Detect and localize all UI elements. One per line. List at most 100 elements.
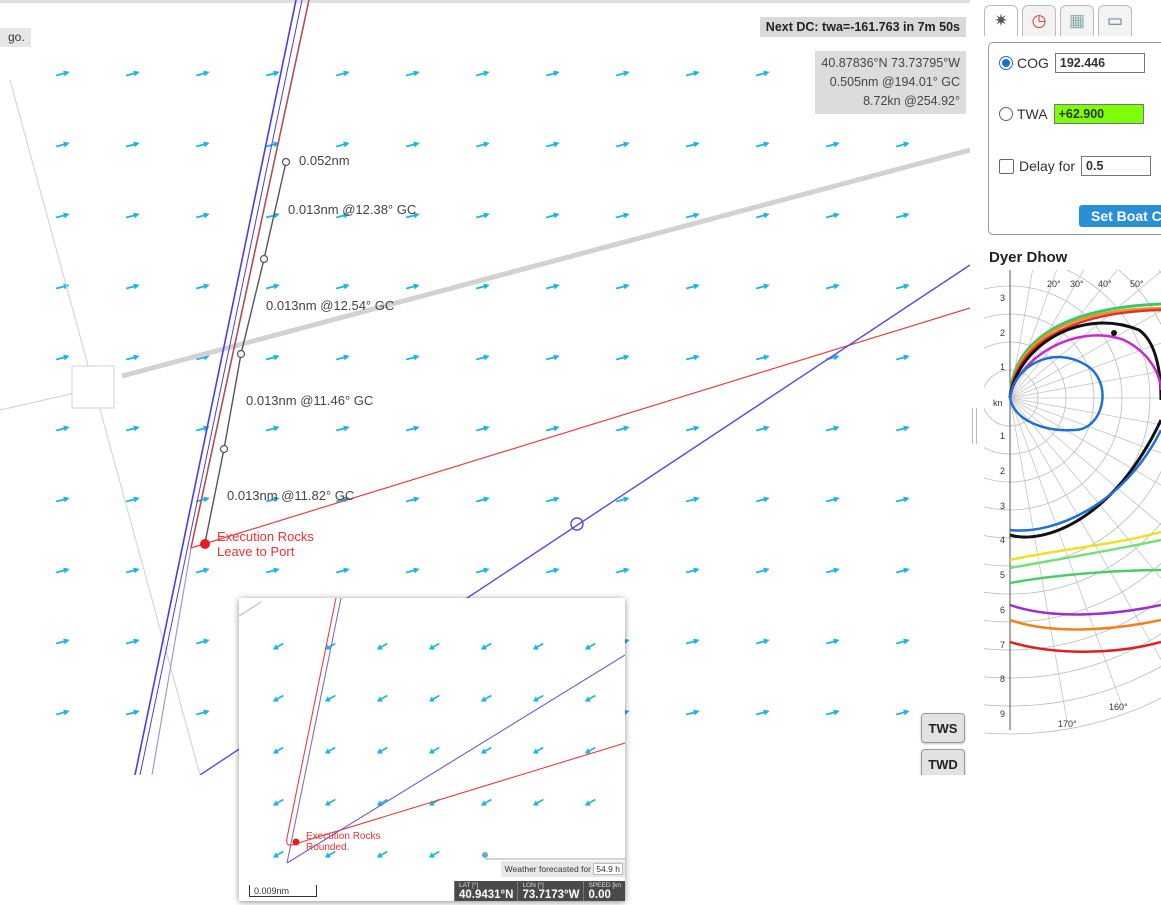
polar-curve — [1009, 429, 1161, 532]
lat-value: 40.9431°N — [458, 889, 514, 901]
wind-arrow — [475, 425, 490, 432]
steering-controls: COG 192.446 TWA +62.900 Delay for 0.5 Se… — [988, 42, 1161, 235]
wind-arrow — [545, 283, 560, 290]
speed-tick: 2 — [1000, 466, 1005, 476]
inset-wind-arrow — [584, 746, 596, 754]
delay-input[interactable]: 0.5 — [1081, 156, 1152, 176]
wind-arrow — [195, 283, 210, 290]
polar-spoke — [1009, 397, 1161, 454]
inset-wind-arrow — [376, 694, 388, 702]
polar-spoke — [1009, 270, 1161, 399]
wind-arrow — [615, 567, 630, 574]
boat-name: Dyer Dhow — [989, 249, 1068, 266]
inset-canvas[interactable] — [239, 598, 625, 901]
wind-arrow — [685, 212, 700, 219]
speed-title: SPEED [kn — [588, 882, 621, 889]
cog-row: COG 192.446 — [999, 53, 1145, 73]
boat-marker — [570, 517, 584, 531]
tab-settings[interactable]: ✷ — [984, 5, 1018, 36]
position-info: 40.87836°N 73.73795°W 0.505nm @194.01° G… — [815, 51, 966, 114]
wind-arrow — [895, 354, 910, 361]
mark-box — [71, 365, 115, 409]
tab-chat[interactable]: ▭ — [1098, 5, 1132, 36]
wind-arrow — [125, 141, 140, 148]
wind-arrow — [895, 567, 910, 574]
inset-route-line-red — [286, 598, 337, 839]
inset-wind-arrow — [532, 798, 544, 806]
gear-icon: ✷ — [993, 11, 1009, 30]
wind-arrow — [265, 425, 280, 432]
wind-arrow — [335, 567, 350, 574]
track-point — [236, 349, 246, 359]
inset-wind-arrow — [428, 850, 440, 858]
position-distance: 0.505nm @194.01° GC — [829, 75, 960, 89]
position-latlon: 40.87836°N 73.73795°W — [821, 56, 960, 70]
inset-wind-arrow — [272, 642, 284, 650]
twa-radio[interactable] — [999, 107, 1013, 121]
lat-title: LAT [°] — [458, 882, 479, 889]
inset-mark-label: Execution Rocks Rounded. — [306, 831, 380, 853]
mark-name: Execution Rocks — [217, 529, 314, 544]
wind-arrow — [685, 70, 700, 77]
speed-tick: 2 — [1000, 328, 1005, 338]
set-boat-course-button[interactable]: Set Boat Co — [1079, 205, 1161, 227]
inset-wind-arrow — [480, 642, 492, 650]
inset-wind-arrow — [376, 798, 388, 806]
inset-wind-arrow — [584, 694, 596, 702]
wind-arrow — [405, 212, 420, 219]
inset-wind-arrow — [428, 746, 440, 754]
weather-value[interactable]: 54.9 h — [593, 863, 623, 875]
tws-button[interactable]: TWS — [921, 713, 965, 743]
chart-icon: ▦ — [1068, 11, 1086, 30]
position-readout: LAT [°] 40.9431°N LON [°] 73.7173°W SPEE… — [453, 881, 625, 901]
wind-arrow — [265, 283, 280, 290]
wind-arrow — [55, 212, 70, 219]
lon-title: LON [°] — [522, 882, 544, 889]
speed-tick: 3 — [1000, 293, 1005, 303]
tab-timing[interactable]: ◷ — [1022, 5, 1056, 36]
wind-arrow — [545, 425, 560, 432]
delay-row: Delay for 0.5 — [999, 156, 1152, 176]
wind-arrow — [685, 709, 700, 716]
twd-button[interactable]: TWD — [921, 749, 965, 775]
zoom-inset-map[interactable]: Execution Rocks Rounded. Weather forecas… — [239, 598, 625, 901]
timeline-knob — [482, 852, 488, 858]
polar-spoke — [1009, 397, 1161, 579]
wind-arrow — [55, 567, 70, 574]
wind-arrow — [755, 70, 770, 77]
inset-wind-arrow — [584, 642, 596, 650]
cog-input[interactable]: 192.446 — [1054, 53, 1145, 73]
polar-curves — [1008, 302, 1161, 653]
wind-arrow — [895, 638, 910, 645]
panel-splitter[interactable] — [972, 408, 977, 444]
inset-wind-arrow — [272, 850, 284, 858]
cog-radio[interactable] — [999, 56, 1013, 70]
polar-grid — [984, 270, 1161, 735]
wind-arrow — [475, 70, 490, 77]
inset-wind-arrow — [324, 746, 336, 754]
wind-arrow — [195, 141, 210, 148]
polar-curve — [1009, 530, 1161, 562]
wind-arrow — [405, 70, 420, 77]
polar-spoke — [1009, 310, 1161, 399]
wind-arrow — [755, 496, 770, 503]
wind-arrow — [685, 425, 700, 432]
speed-tick: 1 — [1000, 362, 1005, 372]
track-label: 0.052nm — [299, 153, 350, 168]
wind-arrow — [615, 141, 630, 148]
polar-current-point — [1111, 330, 1117, 336]
twa-input[interactable]: +62.900 — [1053, 104, 1144, 124]
polar-spoke — [1009, 270, 1058, 399]
tab-ranking[interactable]: ▦ — [1060, 5, 1094, 36]
delay-checkbox[interactable] — [999, 158, 1014, 174]
track-point — [259, 254, 269, 264]
wind-arrow — [685, 567, 700, 574]
inset-wind-arrow — [376, 850, 388, 858]
wind-arrow — [405, 496, 420, 503]
wind-arrow — [195, 709, 210, 716]
polar-spoke — [1009, 397, 1161, 661]
polar-curve — [1009, 419, 1161, 539]
lat-readout: LAT [°] 40.9431°N — [453, 881, 518, 901]
layline-red — [190, 307, 970, 549]
wind-arrow — [195, 638, 210, 645]
